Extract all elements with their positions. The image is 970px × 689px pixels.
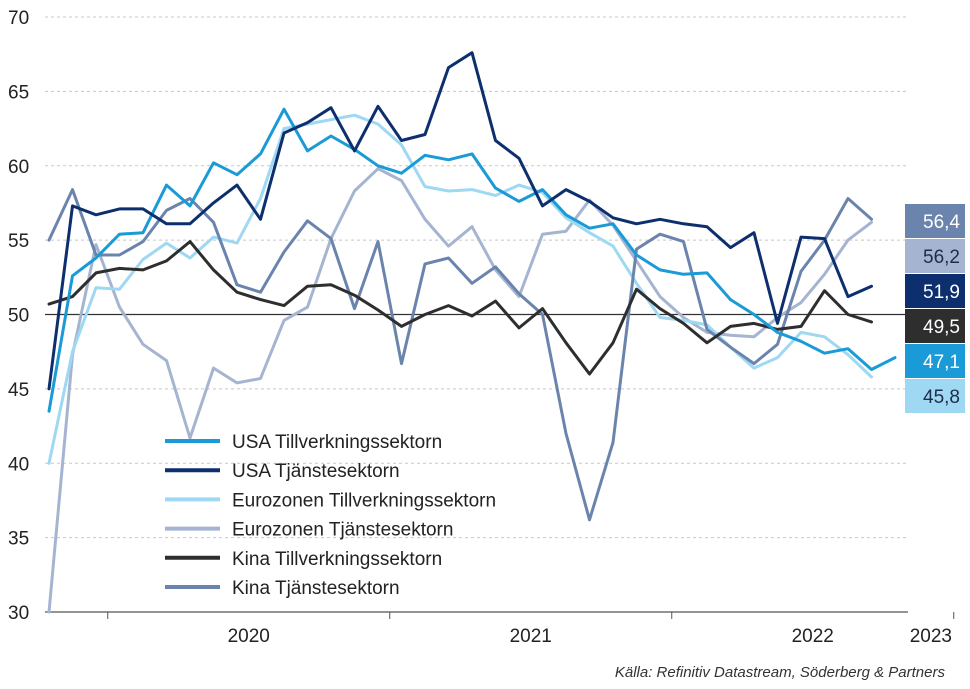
- y-tick-label: 65: [8, 82, 29, 103]
- legend-label: USA Tillverkningssektorn: [232, 432, 442, 453]
- y-tick-label: 35: [8, 529, 29, 550]
- end-label-value: 56,2: [923, 247, 960, 268]
- x-year-label: 2022: [792, 626, 834, 647]
- y-tick-label: 55: [8, 231, 29, 252]
- x-year-label: 2020: [228, 626, 270, 647]
- series-line: [47, 167, 873, 614]
- series-line: [47, 240, 873, 376]
- x-year-label: 2023: [910, 626, 952, 647]
- series-lines: [47, 51, 897, 614]
- end-label-value: 49,5: [923, 317, 960, 338]
- legend-label: USA Tjänstesektorn: [232, 461, 400, 482]
- y-tick-label: 70: [8, 8, 29, 29]
- end-label-value: 56,4: [923, 212, 960, 233]
- y-tick-label: 40: [8, 454, 29, 475]
- y-tick-label: 60: [8, 157, 29, 178]
- end-label-box: [905, 379, 965, 413]
- legend-label: Eurozonen Tillverkningssektorn: [232, 490, 496, 511]
- end-label-box: [905, 344, 965, 378]
- end-label-box: [905, 274, 965, 308]
- y-axis-ticks: 30 35 40 45 50 55 60 65 70: [8, 8, 29, 624]
- legend-label: Eurozonen Tjänstesektorn: [232, 520, 453, 541]
- y-tick-label: 30: [8, 603, 29, 624]
- end-label-value: 51,9: [923, 282, 960, 303]
- legend: USA Tillverkningssektorn USA Tjänstesekto…: [165, 432, 496, 599]
- y-tick-label: 45: [8, 380, 29, 401]
- series-line: [47, 107, 897, 413]
- x-year-label: 2021: [510, 626, 552, 647]
- x-axis: 2020 2021 2022 2023: [45, 611, 955, 647]
- end-label-value: 45,8: [923, 387, 960, 408]
- legend-label: Kina Tillverkningssektorn: [232, 549, 442, 570]
- gridlines: [45, 16, 908, 539]
- end-value-labels: 56,4 56,2 51,9 49,5 47,1 45,8: [905, 204, 965, 413]
- series-line: [47, 51, 873, 391]
- y-tick-label: 50: [8, 306, 29, 327]
- end-label-value: 47,1: [923, 352, 960, 373]
- end-label-box: [905, 204, 965, 238]
- end-label-box: [905, 309, 965, 343]
- end-label-box: [905, 239, 965, 273]
- series-line: [47, 113, 873, 465]
- legend-label: Kina Tjänstesektorn: [232, 578, 400, 599]
- source-note: Källa: Refinitiv Datastream, Söderberg &…: [615, 664, 946, 681]
